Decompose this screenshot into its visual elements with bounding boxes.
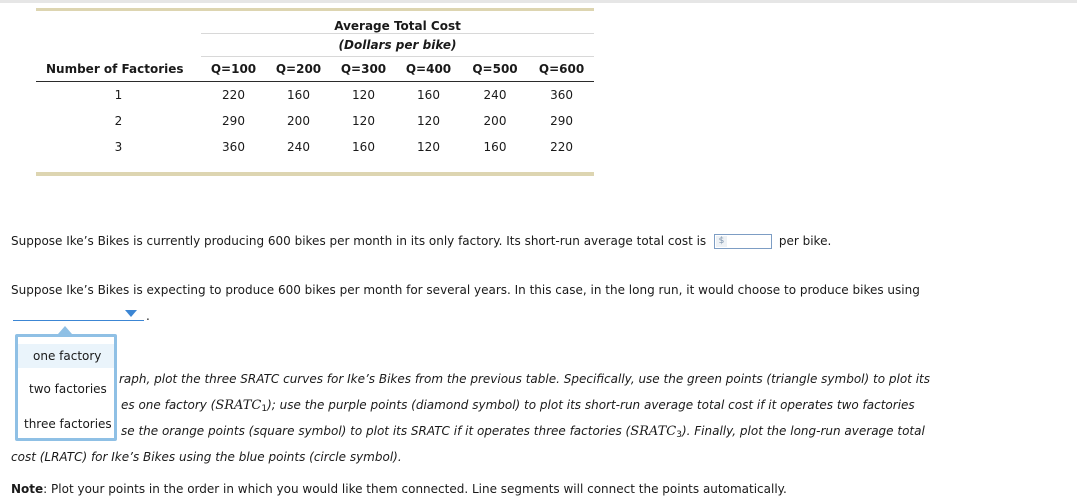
average-total-cost-table: Average Total Cost (Dollars per bike) Nu… [36, 8, 595, 176]
cost-cell: 360 [550, 88, 573, 102]
factories-cell: 2 [114, 114, 123, 128]
menu-option-two-factories[interactable]: two factories [29, 382, 107, 396]
cost-table: Average Total Cost (Dollars per bike) Nu… [36, 11, 595, 172]
table-row: 1 220 160 120 160 240 360 [36, 82, 594, 109]
column-header: Q=200 [266, 56, 331, 82]
menu-option-one-factory[interactable]: one factory [18, 344, 114, 368]
cost-cell: 220 [222, 88, 245, 102]
menu-pointer [58, 326, 72, 334]
sentence-period: . [146, 309, 150, 323]
dollar-sign: $ [716, 236, 728, 247]
instruction-line: se the orange points (square symbol) to … [121, 424, 925, 440]
table-top-bar [36, 8, 594, 11]
cost-cell: 120 [417, 140, 440, 154]
column-header: Q=100 [201, 56, 266, 82]
note-label: Note [11, 482, 44, 496]
cost-cell: 220 [550, 140, 573, 154]
column-header: Q=600 [529, 56, 595, 82]
factory-count-menu: one factory two factories three factorie… [15, 334, 117, 441]
note-text: : Plot your points in the order in which… [43, 482, 787, 496]
factories-cell: 3 [114, 140, 123, 154]
menu-option-three-factories[interactable]: three factories [24, 417, 112, 431]
cost-cell: 160 [287, 88, 310, 102]
note: Note: Plot your points in the order in w… [11, 482, 787, 496]
cost-cell: 160 [352, 140, 375, 154]
cost-cell: 160 [483, 140, 507, 154]
cost-cell: 200 [287, 114, 310, 128]
chevron-down-icon[interactable] [125, 310, 137, 317]
question-long-run-choice: Suppose Ike’s Bikes is expecting to prod… [11, 283, 920, 297]
question-text: Suppose Ike’s Bikes is currently produci… [11, 234, 707, 248]
question-short-run-cost: Suppose Ike’s Bikes is currently produci… [11, 234, 831, 249]
column-header: Q=500 [461, 56, 529, 82]
column-header: Q=400 [396, 56, 461, 82]
column-header: Q=300 [331, 56, 396, 82]
graph-instructions: raph, plot the three SRATC curves for Ik… [11, 366, 941, 470]
instruction-line: raph, plot the three SRATC curves for Ik… [119, 372, 930, 386]
cost-cell: 120 [352, 88, 375, 102]
top-border [0, 0, 1077, 3]
cost-cell: 290 [222, 114, 245, 128]
cost-cell: 240 [483, 88, 507, 102]
cost-cell: 240 [287, 140, 310, 154]
instruction-line: cost (LRATC) for Ike’s Bikes using the b… [11, 450, 402, 464]
factory-count-dropdown[interactable] [13, 306, 144, 321]
cost-cell: 120 [417, 114, 440, 128]
cost-cell: 160 [417, 88, 440, 102]
cost-cell: 290 [550, 114, 573, 128]
cost-cell: 200 [483, 114, 507, 128]
instruction-line: es one factory (SRATC1); use the purple … [121, 398, 915, 414]
cost-cell: 120 [352, 114, 375, 128]
cost-answer-input[interactable] [729, 235, 770, 248]
table-row: 3 360 240 160 120 160 220 [36, 134, 594, 172]
cost-cell: 360 [222, 140, 245, 154]
table-subtitle: (Dollars per bike) [201, 33, 595, 57]
factories-cell: 1 [114, 88, 123, 102]
table-bottom-bar [36, 172, 594, 176]
table-title: Average Total Cost [201, 11, 595, 34]
row-header: Number of Factories [36, 56, 201, 82]
cost-answer-field[interactable]: $ [714, 234, 773, 249]
question-suffix: per bike. [778, 234, 832, 248]
table-row: 2 290 200 120 120 200 290 [36, 108, 594, 134]
